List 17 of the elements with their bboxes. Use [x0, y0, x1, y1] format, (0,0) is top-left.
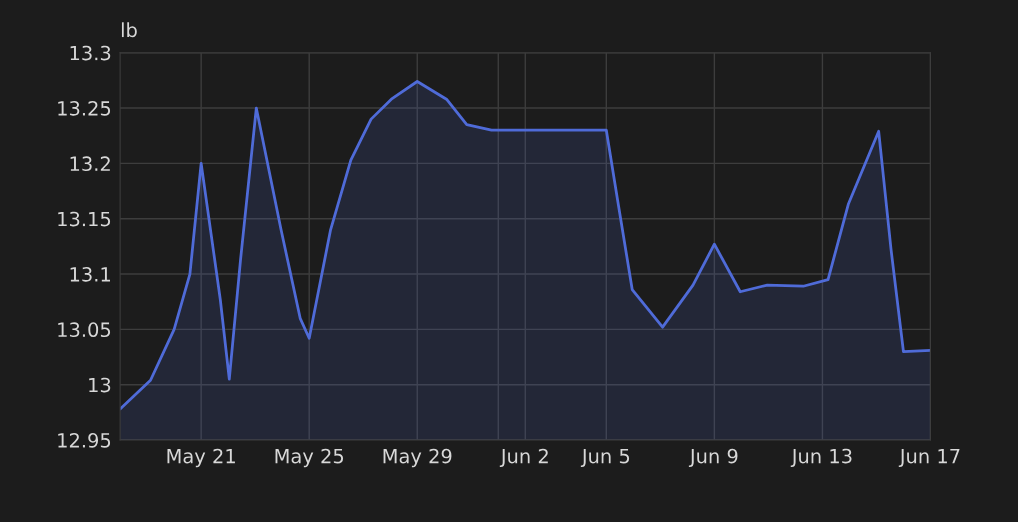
x-tick-label: May 29 — [383, 448, 452, 468]
y-tick-label: 13.25 — [58, 101, 111, 116]
y-axis-title: lb — [121, 22, 137, 38]
x-tick-label: Jun 13 — [790, 448, 852, 468]
x-tick-label: May 25 — [275, 448, 344, 468]
x-tick-label: Jun 2 — [499, 448, 548, 468]
x-tick-label: Jun 9 — [688, 448, 738, 468]
y-tick-label: 13 — [89, 377, 111, 393]
y-tick-label: 13.05 — [58, 322, 111, 338]
x-tick-label: Jun 17 — [898, 448, 960, 468]
y-tick-label: 13.2 — [70, 156, 110, 172]
x-tick-label: Jun 5 — [580, 448, 630, 468]
y-tick-label: 13.15 — [58, 211, 111, 227]
y-tick-label: 13.3 — [70, 45, 111, 61]
x-tick-label: May 21 — [167, 448, 235, 468]
y-tick-label: 13.1 — [70, 267, 110, 282]
y-tick-label: 12.95 — [58, 433, 111, 448]
